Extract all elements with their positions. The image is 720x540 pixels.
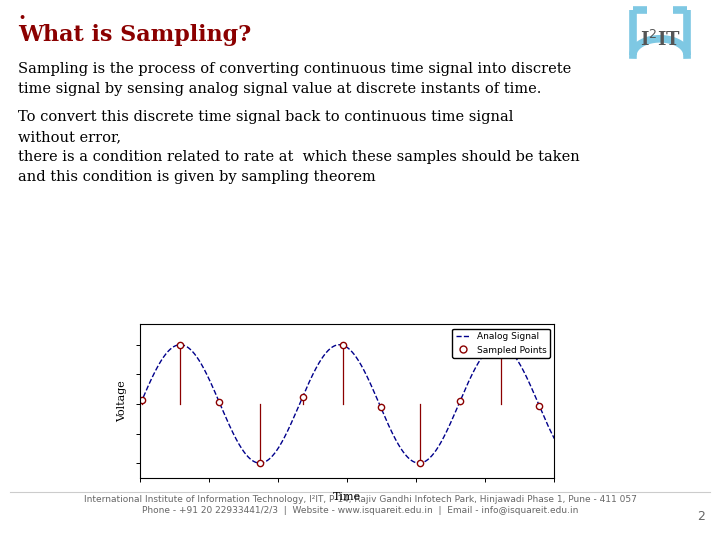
Analog Signal [539, 410, 547, 417]
Sampled Points [298, 394, 307, 400]
Line: Sampled Points: Sampled Points [139, 342, 543, 466]
Sampled Points [456, 398, 464, 404]
Sampled Points [176, 341, 184, 348]
Sampled Points [535, 403, 544, 409]
Sampled Points [215, 399, 223, 405]
Text: International Institute of Information Technology, I²IT, P-14, Rajiv Gandhi Info: International Institute of Information T… [84, 495, 636, 504]
Sampled Points [416, 460, 425, 466]
Sampled Points [339, 342, 348, 349]
Analog Signal [550, 435, 559, 442]
Analog Signal [327, 345, 336, 351]
Analog Signal [338, 342, 346, 348]
Sampled Points [256, 460, 265, 467]
Text: I$^2$IT: I$^2$IT [639, 30, 680, 50]
Analog Signal [539, 411, 547, 417]
Text: To convert this discrete time signal back to continuous time signal
without erro: To convert this discrete time signal bac… [18, 110, 580, 184]
Analog Signal [335, 341, 343, 348]
Legend: Analog Signal, Sampled Points: Analog Signal, Sampled Points [452, 328, 550, 358]
Text: What is Sampling?: What is Sampling? [18, 24, 251, 46]
Analog Signal [157, 357, 166, 363]
Sampled Points [377, 403, 385, 410]
Sampled Points [496, 342, 505, 348]
Text: •: • [18, 13, 25, 23]
X-axis label: Time: Time [333, 492, 361, 503]
Text: Phone - +91 20 22933441/2/3  |  Website - www.isquareit.edu.in  |  Email - info@: Phone - +91 20 22933441/2/3 | Website - … [142, 506, 578, 515]
Sampled Points [138, 397, 146, 403]
Text: 2: 2 [697, 510, 705, 523]
Analog Signal [256, 460, 264, 467]
Analog Signal [462, 382, 471, 389]
Line: Analog Signal: Analog Signal [140, 345, 554, 463]
Text: Sampling is the process of converting continuous time signal into discrete
time : Sampling is the process of converting co… [18, 62, 571, 96]
Y-axis label: Voltage: Voltage [117, 380, 127, 422]
Analog Signal [136, 401, 145, 407]
